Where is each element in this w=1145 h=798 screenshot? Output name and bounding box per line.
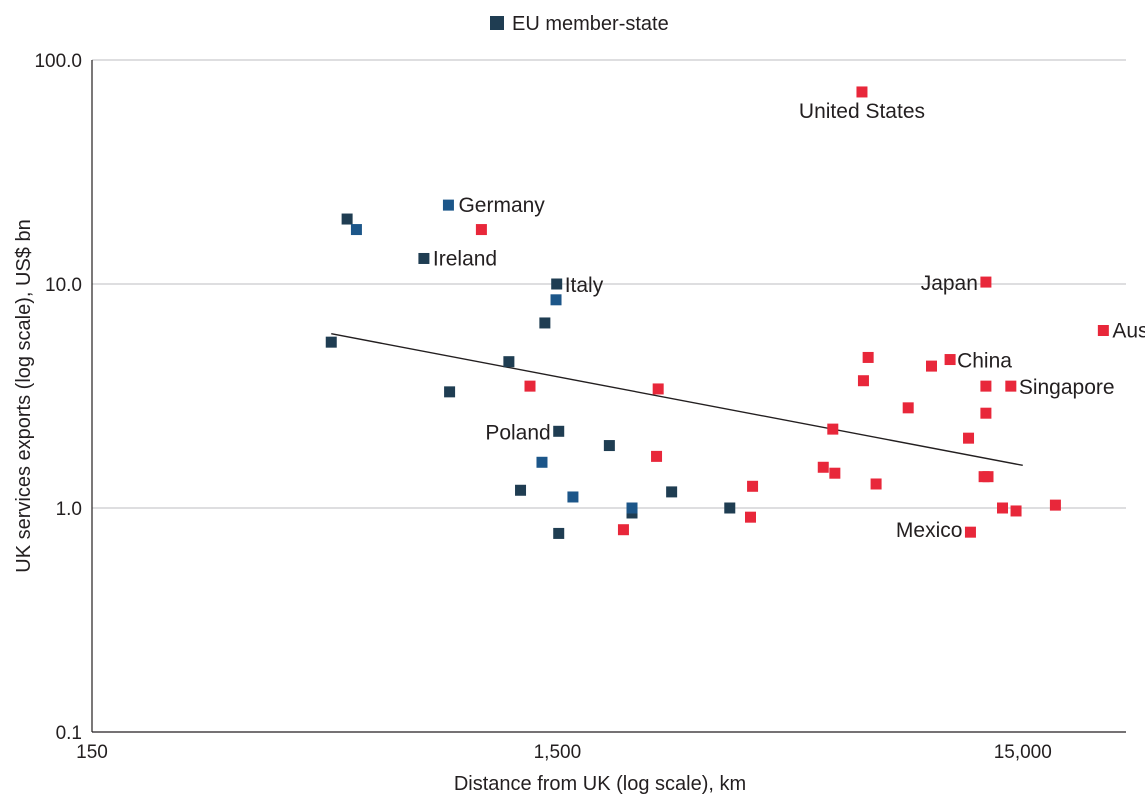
label-ireland: Ireland	[433, 247, 497, 270]
point-eu-18	[666, 486, 678, 498]
point-eu-9	[539, 317, 551, 329]
point-non-eu-0	[475, 224, 487, 236]
label-united-states: United States	[799, 100, 925, 123]
gridlines	[92, 59, 1126, 509]
label-italy: Italy	[565, 274, 604, 297]
point-non-eu-14	[902, 402, 914, 414]
label-mexico: Mexico	[896, 519, 963, 542]
point-non-eu-17	[963, 432, 975, 444]
point-non-eu-26	[1010, 505, 1022, 517]
point-eu-14	[567, 491, 579, 503]
point-eu-7	[515, 484, 527, 496]
point-eu-13	[553, 527, 565, 539]
legend-swatch-eu-member	[490, 16, 504, 30]
point-non-eu-8	[827, 423, 839, 435]
point-non-eu-15	[926, 360, 938, 372]
point-non-eu-24	[997, 502, 1009, 514]
y-tick-label-1-0: 1.0	[56, 499, 82, 520]
point-non-eu-20	[982, 471, 994, 483]
point-mexico	[964, 526, 976, 538]
tick-labels: 0.1 1.0 10.0 100.0 150 1,500 15,000	[34, 51, 1051, 763]
x-axis-title: Distance from UK (log scale), km	[454, 773, 746, 795]
point-eu-11	[550, 294, 562, 306]
point-non-eu-10	[857, 375, 869, 387]
point-ireland	[418, 252, 430, 264]
point-non-eu-3	[652, 383, 664, 395]
point-non-eu-5	[747, 480, 759, 492]
point-non-eu-2	[617, 524, 629, 536]
point-eu-0	[325, 336, 337, 348]
point-china	[944, 354, 956, 366]
point-non-eu-6	[744, 511, 756, 523]
point-singapore	[1005, 380, 1017, 392]
data-points	[325, 86, 1109, 539]
label-poland: Poland	[485, 421, 550, 444]
point-united-states	[856, 86, 868, 98]
point-non-eu-11	[862, 351, 874, 363]
point-australia	[1097, 325, 1109, 337]
point-non-eu-7	[817, 461, 829, 473]
point-eu-6	[503, 356, 515, 368]
point-non-eu-21	[980, 380, 992, 392]
x-tick-label-15-000: 15,000	[994, 742, 1052, 763]
point-non-eu-22	[980, 407, 992, 419]
point-italy	[551, 278, 563, 290]
y-tick-label-0-1: 0.1	[56, 723, 82, 744]
legend-label-eu-member: EU member-state	[512, 13, 669, 35]
label-china: China	[957, 350, 1012, 373]
x-tick-label-1-500: 1,500	[534, 742, 582, 763]
point-eu-8	[536, 456, 548, 468]
label-japan: Japan	[921, 272, 978, 295]
point-eu-1	[341, 213, 353, 225]
point-non-eu-13	[870, 478, 882, 490]
y-tick-label-100-0: 100.0	[34, 51, 82, 72]
point-eu-19	[724, 502, 736, 514]
point-japan	[980, 276, 992, 288]
point-poland	[553, 425, 565, 437]
legend: EU member-state	[490, 13, 669, 35]
point-eu-4	[444, 386, 456, 398]
point-eu-2	[350, 224, 362, 236]
point-non-eu-27	[1049, 499, 1061, 511]
y-axis-title: UK services exports (log scale), US$ bn	[13, 219, 35, 572]
point-non-eu-4	[651, 450, 663, 462]
point-eu-17	[626, 502, 638, 514]
point-non-eu-1	[524, 380, 536, 392]
label-australia: Australia	[1112, 320, 1145, 343]
x-tick-label-150: 150	[76, 742, 108, 763]
label-singapore: Singapore	[1019, 376, 1115, 399]
point-labels: Ireland Germany Italy Poland United States Ch…	[433, 100, 1145, 542]
point-non-eu-9	[829, 467, 841, 479]
point-eu-15	[603, 440, 615, 452]
y-tick-label-10-0: 10.0	[45, 275, 82, 296]
point-germany	[442, 199, 454, 211]
axes	[91, 60, 1126, 733]
trend-line	[331, 333, 1023, 467]
label-germany: Germany	[458, 194, 545, 217]
